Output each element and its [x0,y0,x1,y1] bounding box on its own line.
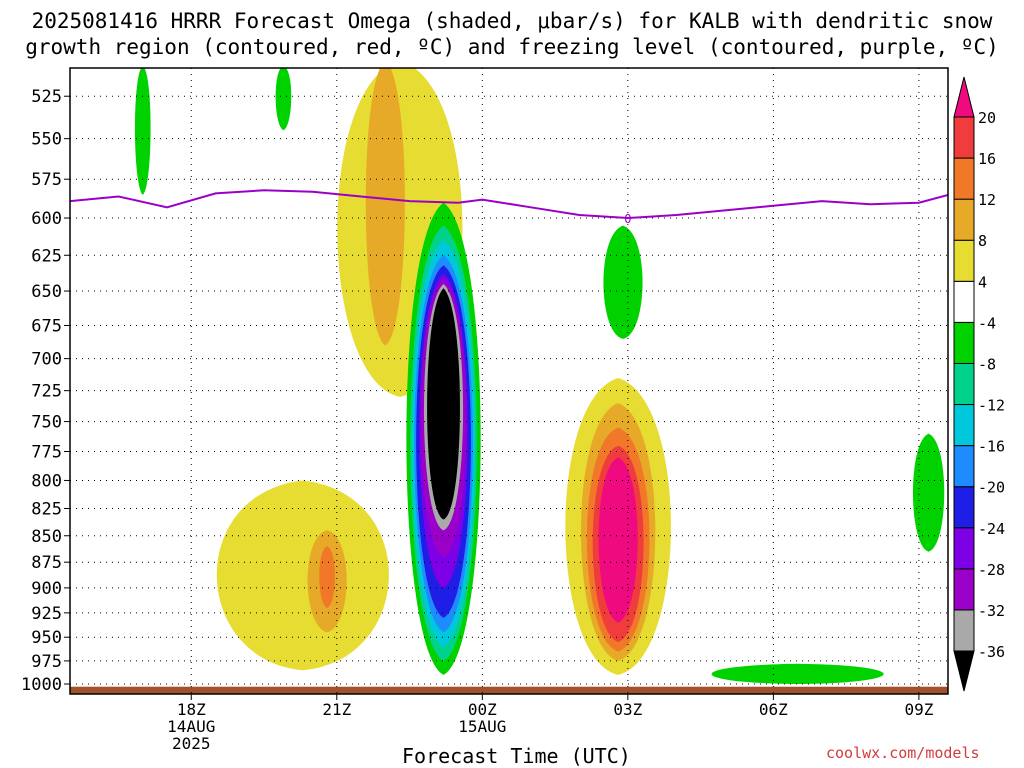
sinking-region-left [216,480,389,671]
colorbar-swatch [953,404,975,447]
ascent-patch-right [912,433,945,552]
y-tick-label: 575 [31,170,62,190]
colorbar-swatch [953,116,975,159]
sinking-peak-left [319,546,335,608]
plot-frame [69,67,949,695]
y-tick-label: 925 [31,604,62,624]
ascent-band-8 [427,288,460,520]
x-tick-label: 18Z [177,700,206,719]
y-tick-label: 700 [31,350,62,370]
colorbar-label: -32 [978,602,1005,620]
y-tick-label: 725 [31,382,62,402]
y-tick-label: 1000 [21,675,62,695]
y-tick-label: 825 [31,500,62,520]
x-tick-sublabel: 2025 [172,734,211,753]
colorbar-swatch [953,527,975,570]
y-tick-label: 550 [31,130,62,150]
y-tick-label: 525 [31,87,62,107]
y-tick-label: 875 [31,553,62,573]
grid-lines [70,68,948,694]
colorbar-arrow-low [953,650,975,692]
colorbar-swatch [953,198,975,241]
colorbar-swatch [953,280,975,323]
colorbar-label: -24 [978,520,1005,538]
y-tick-label: 950 [31,628,62,648]
colorbar-label: -20 [978,479,1005,497]
colorbar-label: -8 [978,355,996,373]
colorbar-label: 20 [978,109,996,127]
chart-title-line1: 2025081416 HRRR Forecast Omega (shaded, … [31,9,993,33]
colorbar-swatch [953,445,975,488]
y-axis-pressure: 525 550 575 600 625 650 675 700 725 750 775 800 825 8… [21,87,70,695]
colorbar-swatch [953,486,975,529]
colorbar-label: -36 [978,643,1005,661]
colorbar-label: -4 [978,314,996,332]
colorbar-swatch [953,609,975,652]
x-tick-label: 00Z [468,700,497,719]
y-tick-label: 600 [31,209,62,229]
colorbar-label: 16 [978,150,996,168]
ascent-patch-mid [603,225,643,339]
ascent-patch-aloft-2 [275,68,292,131]
chart-title: 2025081416 HRRR Forecast Omega (shaded, … [0,8,1024,60]
colorbar-label: 8 [978,232,987,250]
colorbar-swatch [953,362,975,406]
ascent-patch-surface [711,663,884,684]
y-tick-label: 900 [31,579,62,599]
y-tick-label: 975 [31,652,62,672]
chart-title-line2: growth region (contoured, red, ºC) and f… [25,35,999,59]
colorbar-swatch [953,239,975,282]
y-tick-label: 625 [31,246,62,266]
y-tick-label: 850 [31,527,62,547]
x-tick-sublabel: 14AUG [167,717,215,736]
x-axis-title: Forecast Time (UTC) [402,744,631,768]
x-tick-sublabel: 15AUG [458,717,506,736]
colorbar-label: 4 [978,273,987,291]
sinking-aloft-core [365,68,405,346]
ascent-patch-aloft-1 [134,68,151,195]
y-tick-label: 750 [31,413,62,433]
x-tick-label: 06Z [759,700,788,719]
x-tick-label: 09Z [904,700,933,719]
colorbar-arrow-high [953,76,975,118]
y-tick-label: 650 [31,282,62,302]
credit-label: coolwx.com/models [826,744,980,762]
freezing-level-label: 0 [624,212,631,226]
plot-background [70,68,948,694]
colorbar-swatch [953,568,975,611]
x-tick-label: 03Z [613,700,642,719]
freezing-level-line [70,189,948,220]
freezing-level-contour: 0 [70,189,948,226]
plot-area: 0 [69,67,949,695]
colorbar: -36 -32 -28 -24 -20 -16 -12 -8 -4 4 8 12 16 20 [953,76,1005,692]
colorbar-label: -12 [978,397,1005,415]
x-tick-label: 21Z [322,700,351,719]
colorbar-label: 12 [978,191,996,209]
y-tick-label: 675 [31,316,62,336]
ground-below-surface [70,686,948,694]
colorbar-label: -16 [978,438,1005,456]
y-tick-label: 800 [31,471,62,491]
colorbar-label: -28 [978,561,1005,579]
sinking-band-4 [598,457,638,623]
omega-shading [70,68,948,694]
colorbar-swatch [953,157,975,200]
y-tick-label: 775 [31,442,62,462]
colorbar-swatch [953,321,975,364]
